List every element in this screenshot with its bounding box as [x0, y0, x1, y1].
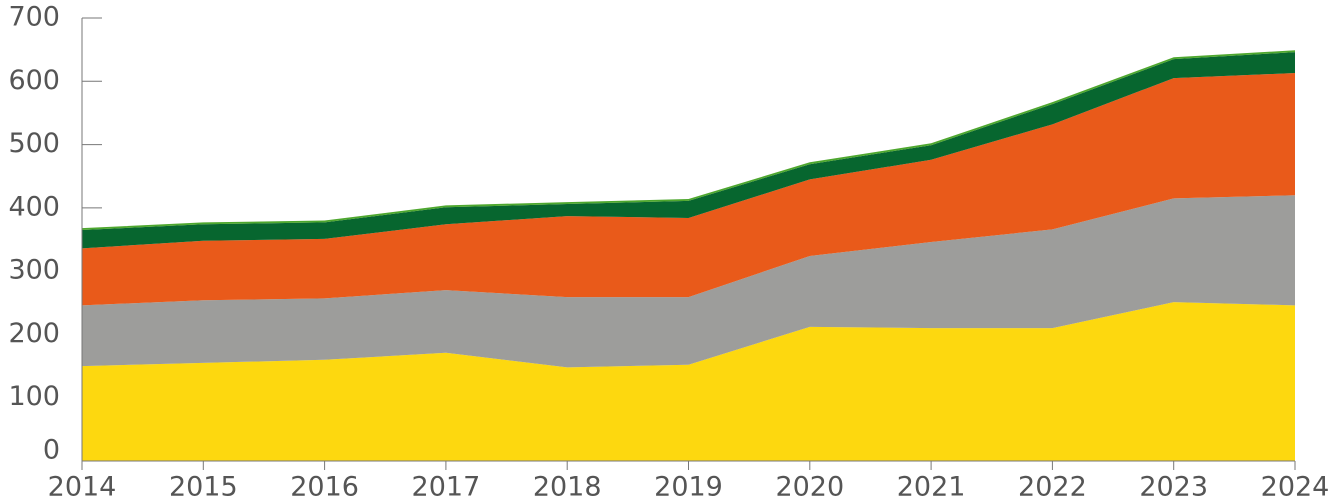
y-tick-label: 600 — [8, 65, 60, 96]
y-tick-label: 100 — [8, 381, 60, 412]
x-tick-label: 2015 — [169, 472, 238, 501]
x-tick-label: 2018 — [533, 472, 602, 501]
x-tick-label: 2024 — [1261, 472, 1330, 501]
x-tick-label: 2017 — [412, 472, 481, 501]
y-tick-label: 500 — [8, 128, 60, 159]
y-tick-label: 400 — [8, 191, 60, 222]
y-tick-label: 0 — [43, 435, 60, 466]
area — [82, 302, 1295, 461]
x-tick-label: 2023 — [1139, 472, 1208, 501]
y-tick-label: 700 — [8, 2, 60, 33]
x-tick-label: 2020 — [775, 472, 844, 501]
x-tick-label: 2021 — [897, 472, 966, 501]
x-tick-label: 2016 — [290, 472, 359, 501]
y-tick-label: 200 — [8, 318, 60, 349]
x-tick-label: 2019 — [654, 472, 723, 501]
area — [82, 73, 1295, 306]
x-tick-label: 2022 — [1018, 472, 1087, 501]
area — [82, 195, 1295, 368]
y-tick-label: 300 — [8, 255, 60, 286]
x-tick-label: 2014 — [48, 472, 117, 501]
area — [82, 52, 1295, 249]
